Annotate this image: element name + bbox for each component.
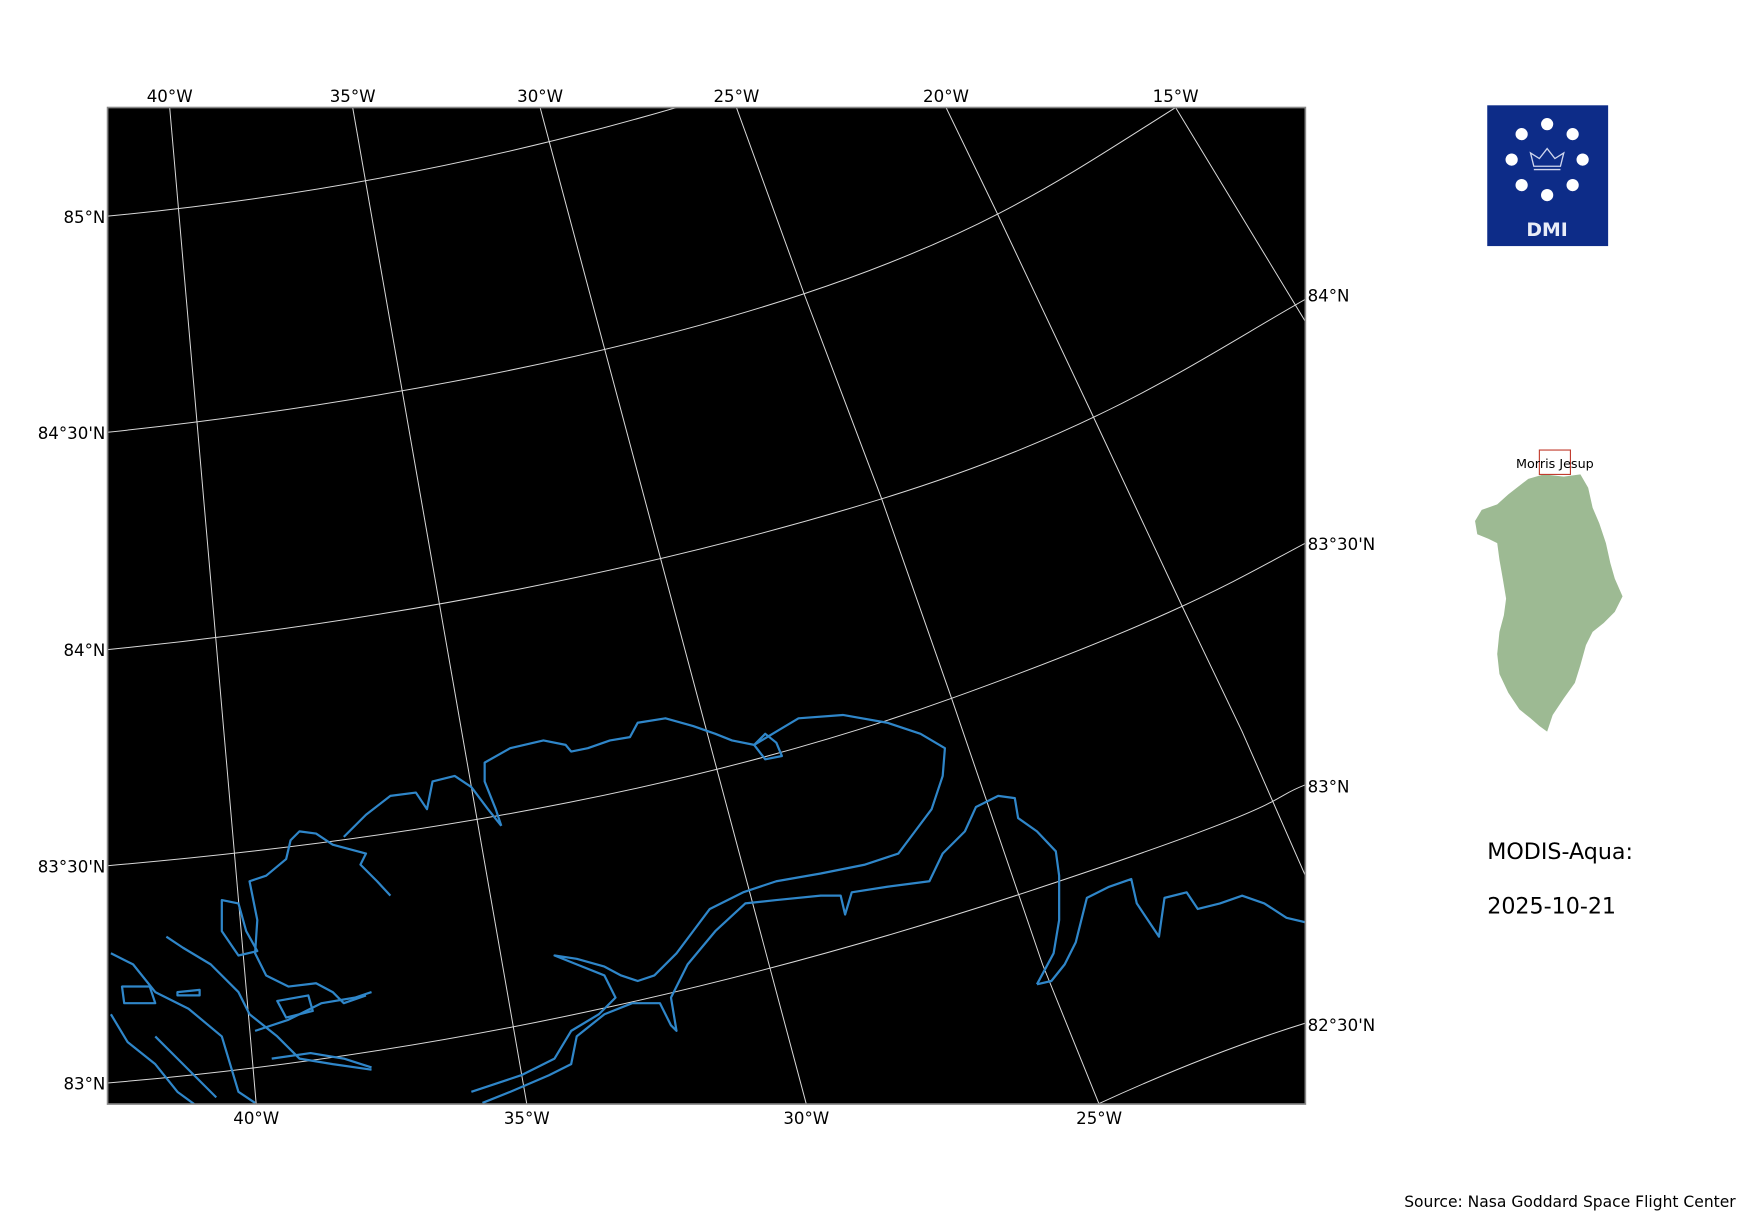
lon-label: 35°W (330, 87, 376, 106)
location-box (1538, 449, 1571, 475)
parallel-82-30n (1097, 1022, 1306, 1105)
title-line1: MODIS-Aqua: (1487, 839, 1633, 865)
lon-label: 25°W (713, 87, 759, 106)
lat-label: 84°N (63, 641, 105, 660)
lon-label: 30°W (783, 1109, 829, 1128)
meridian-25w (735, 107, 1100, 1105)
map-background (107, 107, 1306, 1105)
lat-label: 84°N (1308, 287, 1350, 306)
logo-dots (1505, 118, 1589, 202)
inset-label: Morris Jesup (1516, 457, 1594, 472)
map-frame (106, 106, 1307, 1105)
lon-label: 40°W (233, 1109, 279, 1128)
graticule (107, 107, 1306, 1105)
lat-label: 83°N (63, 1075, 105, 1094)
lat-label: 83°30'N (38, 857, 106, 876)
bottom-longitude-labels: 40°W 35°W 30°W 25°W (233, 1109, 1122, 1128)
top-longitude-labels: 40°W 35°W 30°W 25°W 20°W 15°W (147, 87, 1199, 106)
lat-label: 85°N (63, 208, 105, 227)
lon-label: 30°W (517, 87, 563, 106)
lat-label: 83°30'N (1308, 535, 1376, 554)
lon-label: 35°W (504, 1109, 550, 1128)
parallel-84-30n (107, 107, 1176, 433)
lon-label: 25°W (1076, 1109, 1122, 1128)
meridian-20w (945, 107, 1306, 876)
parallel-83n (107, 784, 1306, 1084)
source-credit: Source: Nasa Goddard Space Flight Center (1404, 1193, 1736, 1211)
parallel-84n (107, 298, 1306, 651)
lon-label: 15°W (1153, 87, 1199, 106)
parallel-85n (107, 107, 677, 217)
title-line2: 2025-10-21 (1487, 893, 1616, 919)
dmi-logo: DMI (1487, 105, 1609, 247)
left-latitude-labels: 85°N 84°30'N 84°N 83°30'N 83°N (38, 208, 106, 1094)
meridian-35w (352, 107, 528, 1105)
lon-label: 40°W (147, 87, 193, 106)
coastlines (109, 713, 1306, 1105)
lon-label: 20°W (923, 87, 969, 106)
lat-label: 83°N (1308, 778, 1350, 797)
logo-text: DMI (1526, 220, 1567, 241)
greenland-land (1475, 474, 1623, 732)
right-latitude-labels: 84°N 83°30'N 83°N 82°30'N (1308, 287, 1376, 1035)
parallel-83-30n (107, 542, 1306, 867)
greenland-inset: Morris Jesup (1475, 449, 1623, 732)
map-panel[interactable] (106, 106, 1307, 1105)
lat-label: 84°30'N (38, 424, 106, 443)
meridian-40w (169, 107, 257, 1105)
lat-label: 82°30'N (1308, 1016, 1376, 1035)
crown-icon (1529, 147, 1565, 171)
meridian-15w (1175, 107, 1306, 322)
meridian-30w (539, 107, 807, 1105)
